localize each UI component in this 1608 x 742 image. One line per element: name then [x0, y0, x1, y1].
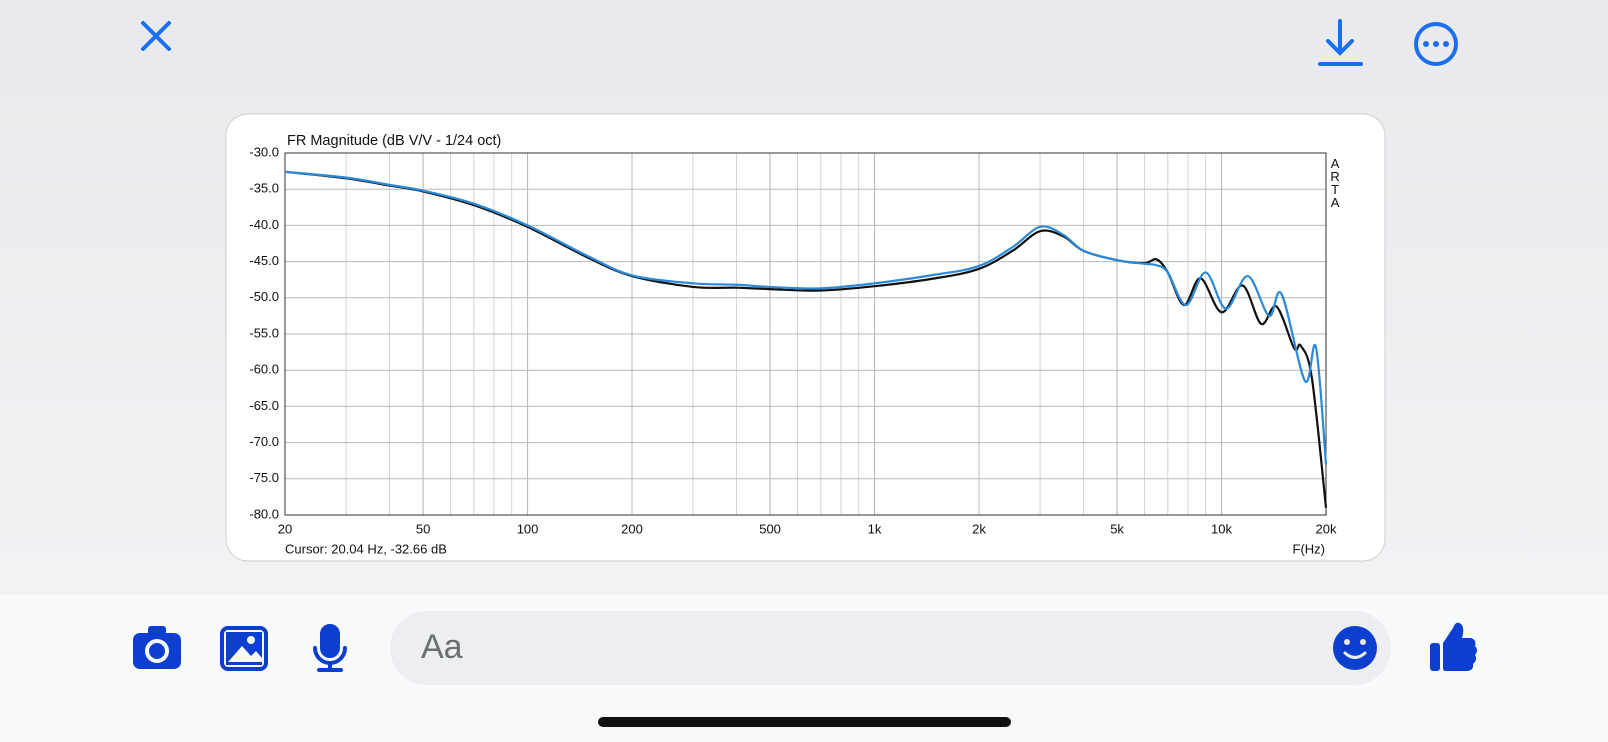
x-tick-label: 2k [972, 521, 986, 536]
cursor-readout: Cursor: 20.04 Hz, -32.66 dB [285, 541, 447, 556]
x-tick-label: 200 [621, 521, 643, 536]
home-indicator [598, 717, 1011, 727]
y-tick-label: -80.0 [249, 506, 279, 521]
chart-card [225, 113, 1386, 562]
input-placeholder: Aa [421, 628, 463, 666]
x-tick-label: 20k [1316, 521, 1337, 536]
chart: FR Magnitude (dB V/V - 1/24 oct) ARTA Cu… [249, 133, 1342, 557]
like-button[interactable] [1430, 622, 1477, 671]
x-tick-label: 20 [278, 521, 292, 536]
series-line [284, 170, 1328, 465]
download-button[interactable] [1318, 19, 1363, 66]
close-button[interactable] [141, 21, 171, 51]
x-tick-label: 5k [1110, 521, 1124, 536]
y-tick-label: -75.0 [249, 470, 279, 485]
x-axis-label: F(Hz) [1293, 541, 1326, 556]
x-tick-label: 100 [517, 521, 539, 536]
y-tick-label: -45.0 [249, 253, 279, 268]
y-tick-label: -40.0 [249, 217, 279, 232]
gallery-button[interactable] [220, 626, 268, 671]
camera-button[interactable] [133, 626, 181, 669]
emoji-button[interactable] [1333, 626, 1377, 670]
y-tick-label: -70.0 [249, 434, 279, 449]
y-tick-label: -60.0 [249, 362, 279, 377]
y-tick-label: -50.0 [249, 289, 279, 304]
chart-title: FR Magnitude (dB V/V - 1/24 oct) [287, 133, 501, 149]
x-tick-label: 500 [759, 521, 781, 536]
more-button[interactable] [1414, 22, 1458, 66]
x-tick-label: 50 [416, 521, 430, 536]
y-tick-label: -35.0 [249, 181, 279, 196]
microphone-button[interactable] [313, 624, 347, 672]
y-tick-label: -30.0 [249, 144, 279, 159]
side-label: ARTA [1328, 156, 1343, 208]
y-tick-label: -65.0 [249, 398, 279, 413]
x-tick-label: 1k [868, 521, 882, 536]
plot-frame [284, 152, 1327, 516]
series-line [284, 170, 1328, 508]
message-input[interactable] [390, 611, 1391, 685]
y-tick-label: -55.0 [249, 325, 279, 340]
x-tick-label: 10k [1211, 521, 1232, 536]
